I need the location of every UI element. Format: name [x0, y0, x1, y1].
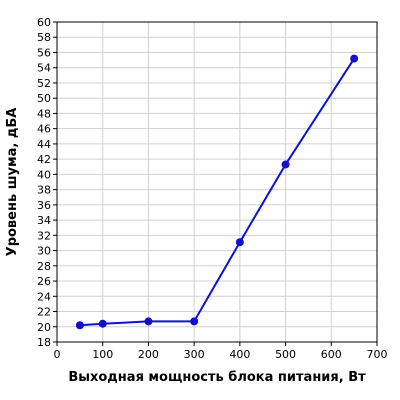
x-tick-label: 300 — [184, 348, 205, 361]
y-tick-label: 22 — [37, 306, 51, 319]
y-tick-label: 20 — [37, 321, 51, 334]
y-tick-label: 54 — [37, 62, 51, 75]
y-tick-label: 30 — [37, 245, 51, 258]
y-axis-title: Уровень шума, дБА — [5, 108, 20, 257]
x-axis-ticks: 0 100 200 300 400 500 600 700 — [54, 342, 388, 361]
x-tick-label: 600 — [321, 348, 342, 361]
y-tick-label: 52 — [37, 77, 51, 90]
y-tick-label: 58 — [37, 31, 51, 44]
y-tick-label: 42 — [37, 153, 51, 166]
y-tick-label: 40 — [37, 168, 51, 181]
data-point — [350, 54, 359, 63]
y-tick-label: 26 — [37, 275, 51, 288]
y-tick-label: 18 — [37, 336, 51, 349]
x-tick-label: 500 — [275, 348, 296, 361]
y-tick-label: 38 — [37, 184, 51, 197]
y-tick-label: 24 — [37, 290, 51, 303]
y-tick-label: 36 — [37, 199, 51, 212]
series-group — [75, 54, 359, 330]
y-tick-label: 48 — [37, 107, 51, 120]
y-tick-label: 32 — [37, 229, 51, 242]
axes — [56, 21, 378, 343]
y-tick-label: 46 — [37, 123, 51, 136]
data-point — [235, 238, 244, 247]
data-point — [98, 319, 107, 328]
y-tick-label: 60 — [37, 16, 51, 29]
x-tick-label: 700 — [367, 348, 388, 361]
data-point — [281, 160, 290, 169]
x-tick-label: 0 — [54, 348, 61, 361]
y-axis-ticks: 18 20 22 24 26 28 30 32 34 36 38 40 42 44 46 48 50 52 54 56… — [37, 16, 57, 349]
y-tick-label: 34 — [37, 214, 51, 227]
data-point — [75, 321, 84, 330]
y-tick-label: 56 — [37, 46, 51, 59]
x-tick-label: 100 — [92, 348, 113, 361]
y-tick-label: 28 — [37, 260, 51, 273]
data-point — [144, 317, 153, 326]
plot-background — [57, 22, 377, 342]
x-tick-label: 200 — [138, 348, 159, 361]
y-tick-label: 44 — [37, 138, 51, 151]
data-point — [190, 317, 199, 326]
plot-frame — [56, 21, 378, 343]
y-tick-label: 50 — [37, 92, 51, 105]
x-tick-label: 400 — [229, 348, 250, 361]
x-axis-title: Выходная мощность блока питания, Вт — [68, 370, 366, 385]
